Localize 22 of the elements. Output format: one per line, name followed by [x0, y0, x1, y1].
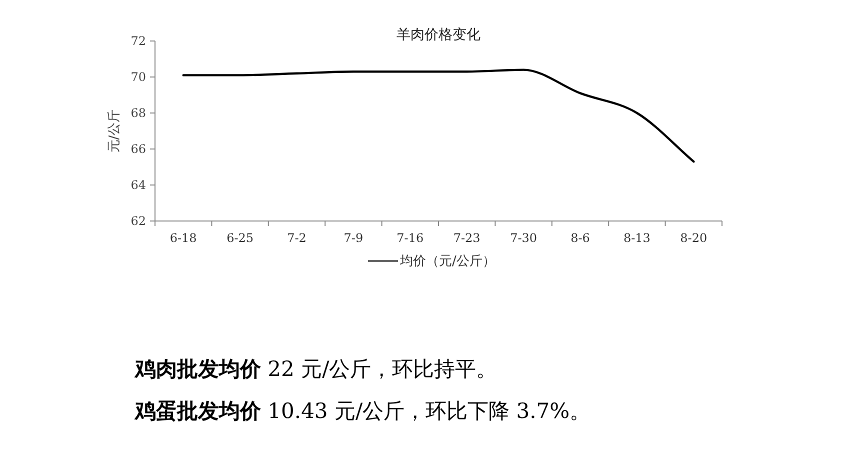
y-tick-label: 72 — [130, 34, 146, 48]
text: 鸡蛋批发均价 10.43 元/公斤，环比下降 3.7%。 — [135, 398, 591, 423]
y-axis-title: 元/公斤 — [107, 109, 122, 153]
x-tick-label: 8-13 — [623, 231, 650, 245]
x-tick-label: 6-18 — [170, 231, 197, 245]
y-tick-label: 66 — [130, 142, 146, 156]
x-tick-label: 7-23 — [453, 231, 480, 245]
x-tick-label: 8-6 — [570, 231, 590, 245]
text: 鸡肉批发均价 22 元/公斤，环比持平。 — [135, 356, 498, 381]
y-tick-label: 68 — [130, 106, 146, 120]
y-tick-label: 62 — [130, 214, 146, 228]
legend-label: 均价（元/公斤） — [399, 254, 496, 269]
x-tick-label: 6-25 — [226, 231, 254, 245]
x-tick-label: 7-30 — [510, 231, 538, 245]
chart-title: 羊肉价格变化 — [396, 27, 480, 43]
x-tick-label: 7-9 — [344, 231, 364, 245]
x-tick-label: 7-2 — [287, 231, 306, 245]
y-tick-label: 70 — [130, 70, 146, 84]
x-tick-label: 7-16 — [396, 231, 424, 245]
y-tick-label: 64 — [130, 178, 146, 192]
x-tick-label: 8-20 — [680, 231, 708, 245]
legend: 均价（元/公斤） — [368, 254, 496, 269]
